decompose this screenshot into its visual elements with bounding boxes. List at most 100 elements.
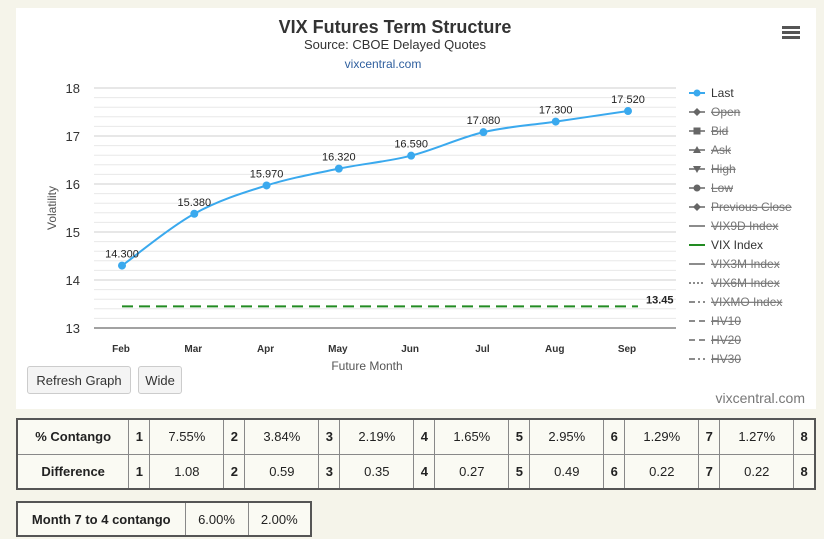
- legend-item[interactable]: Previous Close: [689, 200, 792, 214]
- contango-row: % Contango 1 7.55% 2 3.84% 3 2.19% 4 1.6…: [16, 418, 816, 455]
- index-cell: 4: [413, 453, 436, 490]
- source-link[interactable]: vixcentral.com: [345, 57, 422, 71]
- index-cell: 8: [793, 453, 816, 490]
- last-series-point[interactable]: [479, 128, 488, 137]
- legend-marker: [693, 89, 701, 97]
- legend-label: HV10: [711, 314, 741, 328]
- legend-label: Open: [711, 105, 740, 119]
- last-series-point[interactable]: [118, 261, 126, 270]
- index-cell: 6: [603, 418, 626, 455]
- legend-label: Low: [711, 181, 733, 195]
- last-series-data-label: 17.520: [611, 94, 645, 106]
- index-cell: 4: [413, 418, 436, 455]
- vix-index-data-label: 13.45: [646, 294, 674, 306]
- contango-row-label: % Contango: [16, 418, 130, 455]
- index-cell: 5: [508, 418, 531, 455]
- legend-item[interactable]: HV20: [689, 333, 741, 347]
- y-tick-label: 13: [66, 321, 80, 336]
- legend-label: Previous Close: [711, 200, 792, 214]
- x-tick-label: Mar: [184, 344, 202, 355]
- legend-item[interactable]: VIX3M Index: [689, 257, 780, 271]
- contango-value: 2.95%: [529, 418, 605, 455]
- difference-value: 1.08: [149, 453, 225, 490]
- legend-label: High: [711, 162, 736, 176]
- last-series-point[interactable]: [407, 151, 416, 160]
- hamburger-menu-icon[interactable]: [782, 26, 800, 39]
- last-series-data-label: 17.080: [467, 115, 501, 127]
- last-series-point[interactable]: [334, 164, 343, 173]
- legend-item[interactable]: Last: [689, 86, 734, 100]
- contango-value: 1.29%: [624, 418, 700, 455]
- chart-title: VIX Futures Term Structure: [279, 17, 512, 37]
- x-axis-title: Future Month: [331, 359, 402, 373]
- legend-label: VIX6M Index: [711, 276, 780, 290]
- index-cell: 3: [318, 418, 341, 455]
- contango-value: 1.65%: [434, 418, 510, 455]
- legend-label: VIXMO Index: [711, 295, 782, 309]
- contango-value: 2.19%: [339, 418, 415, 455]
- legend-item[interactable]: Open: [689, 105, 740, 119]
- legend-label: Ask: [711, 143, 732, 157]
- index-cell: 7: [698, 453, 721, 490]
- month-contango-value-1: 6.00%: [184, 501, 249, 537]
- last-series-data-label: 16.590: [394, 139, 428, 151]
- difference-value: 0.22: [719, 453, 795, 490]
- index-cell: 6: [603, 453, 626, 490]
- y-tick-label: 15: [66, 225, 80, 240]
- index-cell: 5: [508, 453, 531, 490]
- last-series-point[interactable]: [262, 181, 271, 190]
- legend-item[interactable]: Bid: [689, 124, 728, 138]
- legend-label: Last: [711, 86, 734, 100]
- legend-label: VIX3M Index: [711, 257, 780, 271]
- month-contango-row: Month 7 to 4 contango 6.00% 2.00%: [16, 501, 312, 537]
- last-series-point[interactable]: [190, 209, 199, 218]
- contango-value: 7.55%: [149, 418, 225, 455]
- difference-value: 0.49: [529, 453, 605, 490]
- index-cell: 3: [318, 453, 341, 490]
- legend-label: HV30: [711, 352, 741, 366]
- index-cell: 1: [128, 453, 151, 490]
- index-cell: 1: [128, 418, 151, 455]
- index-cell: 2: [223, 418, 246, 455]
- last-series-data-label: 16.320: [322, 152, 356, 164]
- last-series-data-label: 15.970: [250, 168, 284, 180]
- credit-text[interactable]: vixcentral.com: [716, 390, 805, 406]
- difference-value: 0.27: [434, 453, 510, 490]
- x-tick-label: Jun: [401, 344, 419, 355]
- legend-item[interactable]: VIX9D Index: [689, 219, 778, 233]
- legend-item[interactable]: Ask: [689, 143, 732, 157]
- legend-label: Bid: [711, 124, 728, 138]
- last-series-point[interactable]: [551, 117, 560, 126]
- chart-legend: Last Open Bid Ask High Low Previous Close VIX9D…: [689, 86, 792, 366]
- legend-label: VIX9D Index: [711, 219, 778, 233]
- legend-marker: [693, 108, 701, 116]
- x-axis-ticks: Feb Mar Apr May Jun Jul Aug Sep: [112, 344, 636, 355]
- index-cell: 2: [223, 453, 246, 490]
- legend-label: VIX Index: [711, 238, 763, 252]
- legend-item[interactable]: VIX6M Index: [689, 276, 780, 290]
- legend-marker: [693, 127, 701, 135]
- x-tick-label: May: [328, 344, 348, 355]
- series-layer: 13.45 14.300 15.380 15.970 16.320 16.590 17.08…: [105, 94, 674, 308]
- chart-panel: VIX Futures Term Structure Source: CBOE …: [16, 8, 816, 409]
- index-cell: 8: [793, 418, 816, 455]
- legend-item[interactable]: Low: [689, 181, 733, 195]
- difference-value: 0.35: [339, 453, 415, 490]
- chart-subtitle: Source: CBOE Delayed Quotes: [304, 37, 487, 52]
- wide-button[interactable]: Wide: [138, 366, 182, 394]
- legend-item[interactable]: VIXMO Index: [689, 295, 782, 309]
- last-series-point[interactable]: [624, 107, 632, 116]
- grid-lines: [94, 87, 676, 329]
- legend-item[interactable]: High: [689, 162, 736, 176]
- x-tick-label: Feb: [112, 344, 130, 355]
- legend-item[interactable]: VIX Index: [689, 238, 763, 252]
- x-tick-label: Aug: [545, 344, 564, 355]
- month-contango-table: Month 7 to 4 contango 6.00% 2.00%: [16, 501, 312, 537]
- y-axis-title: Volatility: [45, 186, 59, 230]
- refresh-graph-button[interactable]: Refresh Graph: [27, 366, 131, 394]
- legend-label: HV20: [711, 333, 741, 347]
- legend-item[interactable]: HV30: [689, 352, 741, 366]
- last-series-data-label: 15.380: [177, 197, 211, 209]
- difference-row: Difference 1 1.08 2 0.59 3 0.35 4 0.27 5…: [16, 453, 816, 490]
- legend-item[interactable]: HV10: [689, 314, 741, 328]
